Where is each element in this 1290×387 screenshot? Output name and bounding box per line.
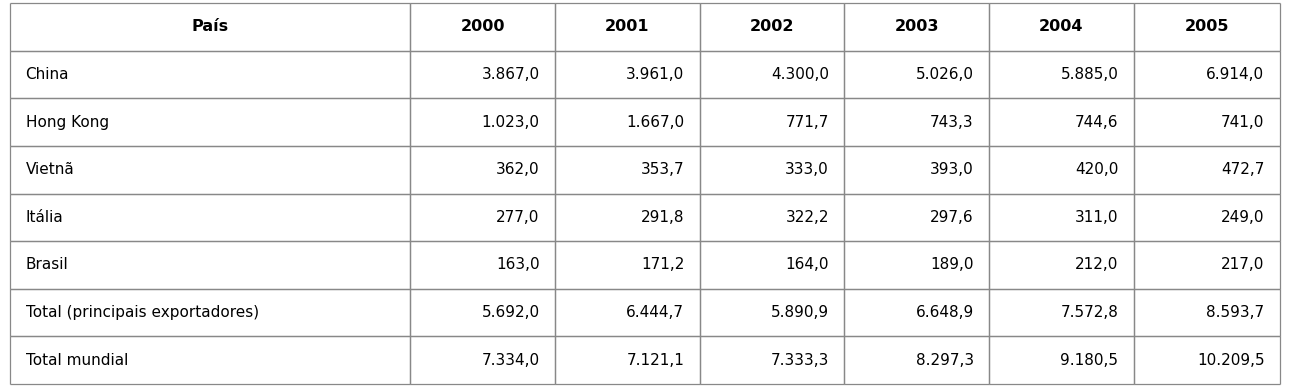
Text: 5.692,0: 5.692,0 — [481, 305, 539, 320]
Text: 4.300,0: 4.300,0 — [771, 67, 829, 82]
Text: 8.593,7: 8.593,7 — [1206, 305, 1264, 320]
Text: 7.334,0: 7.334,0 — [481, 353, 539, 368]
Text: 291,8: 291,8 — [641, 210, 685, 225]
Text: 1.023,0: 1.023,0 — [481, 115, 539, 130]
Text: Total mundial: Total mundial — [26, 353, 128, 368]
Text: 10.209,5: 10.209,5 — [1197, 353, 1264, 368]
Text: 311,0: 311,0 — [1075, 210, 1118, 225]
Text: Vietnã: Vietnã — [26, 162, 75, 177]
Text: 3.867,0: 3.867,0 — [481, 67, 539, 82]
Text: 277,0: 277,0 — [497, 210, 539, 225]
Text: 2000: 2000 — [461, 19, 504, 34]
Text: 7.333,3: 7.333,3 — [770, 353, 829, 368]
Text: 189,0: 189,0 — [930, 257, 974, 272]
Text: Hong Kong: Hong Kong — [26, 115, 108, 130]
Text: China: China — [26, 67, 70, 82]
Text: 6.914,0: 6.914,0 — [1206, 67, 1264, 82]
Text: 741,0: 741,0 — [1222, 115, 1264, 130]
Text: 297,6: 297,6 — [930, 210, 974, 225]
Text: 3.961,0: 3.961,0 — [626, 67, 685, 82]
Text: País: País — [192, 19, 228, 34]
Text: 420,0: 420,0 — [1075, 162, 1118, 177]
Text: 5.026,0: 5.026,0 — [916, 67, 974, 82]
Text: 2002: 2002 — [749, 19, 795, 34]
Text: 249,0: 249,0 — [1220, 210, 1264, 225]
Text: 393,0: 393,0 — [930, 162, 974, 177]
Text: 472,7: 472,7 — [1222, 162, 1264, 177]
Text: 8.297,3: 8.297,3 — [916, 353, 974, 368]
Text: 5.885,0: 5.885,0 — [1060, 67, 1118, 82]
Text: 1.667,0: 1.667,0 — [626, 115, 685, 130]
Text: Brasil: Brasil — [26, 257, 68, 272]
Text: Total (principais exportadores): Total (principais exportadores) — [26, 305, 259, 320]
Text: 164,0: 164,0 — [786, 257, 829, 272]
Text: 9.180,5: 9.180,5 — [1060, 353, 1118, 368]
Text: 2003: 2003 — [894, 19, 939, 34]
Text: 362,0: 362,0 — [497, 162, 539, 177]
Text: Itália: Itália — [26, 210, 63, 225]
Text: 163,0: 163,0 — [497, 257, 539, 272]
Text: 744,6: 744,6 — [1075, 115, 1118, 130]
Text: 2005: 2005 — [1184, 19, 1229, 34]
Text: 217,0: 217,0 — [1222, 257, 1264, 272]
Text: 743,3: 743,3 — [930, 115, 974, 130]
Text: 7.572,8: 7.572,8 — [1060, 305, 1118, 320]
Text: 322,2: 322,2 — [786, 210, 829, 225]
Text: 333,0: 333,0 — [786, 162, 829, 177]
Text: 2004: 2004 — [1040, 19, 1084, 34]
Text: 2001: 2001 — [605, 19, 649, 34]
Text: 7.121,1: 7.121,1 — [627, 353, 685, 368]
Text: 6.444,7: 6.444,7 — [627, 305, 685, 320]
Text: 353,7: 353,7 — [641, 162, 685, 177]
Text: 771,7: 771,7 — [786, 115, 829, 130]
Text: 6.648,9: 6.648,9 — [916, 305, 974, 320]
Text: 171,2: 171,2 — [641, 257, 685, 272]
Text: 212,0: 212,0 — [1075, 257, 1118, 272]
Text: 5.890,9: 5.890,9 — [771, 305, 829, 320]
